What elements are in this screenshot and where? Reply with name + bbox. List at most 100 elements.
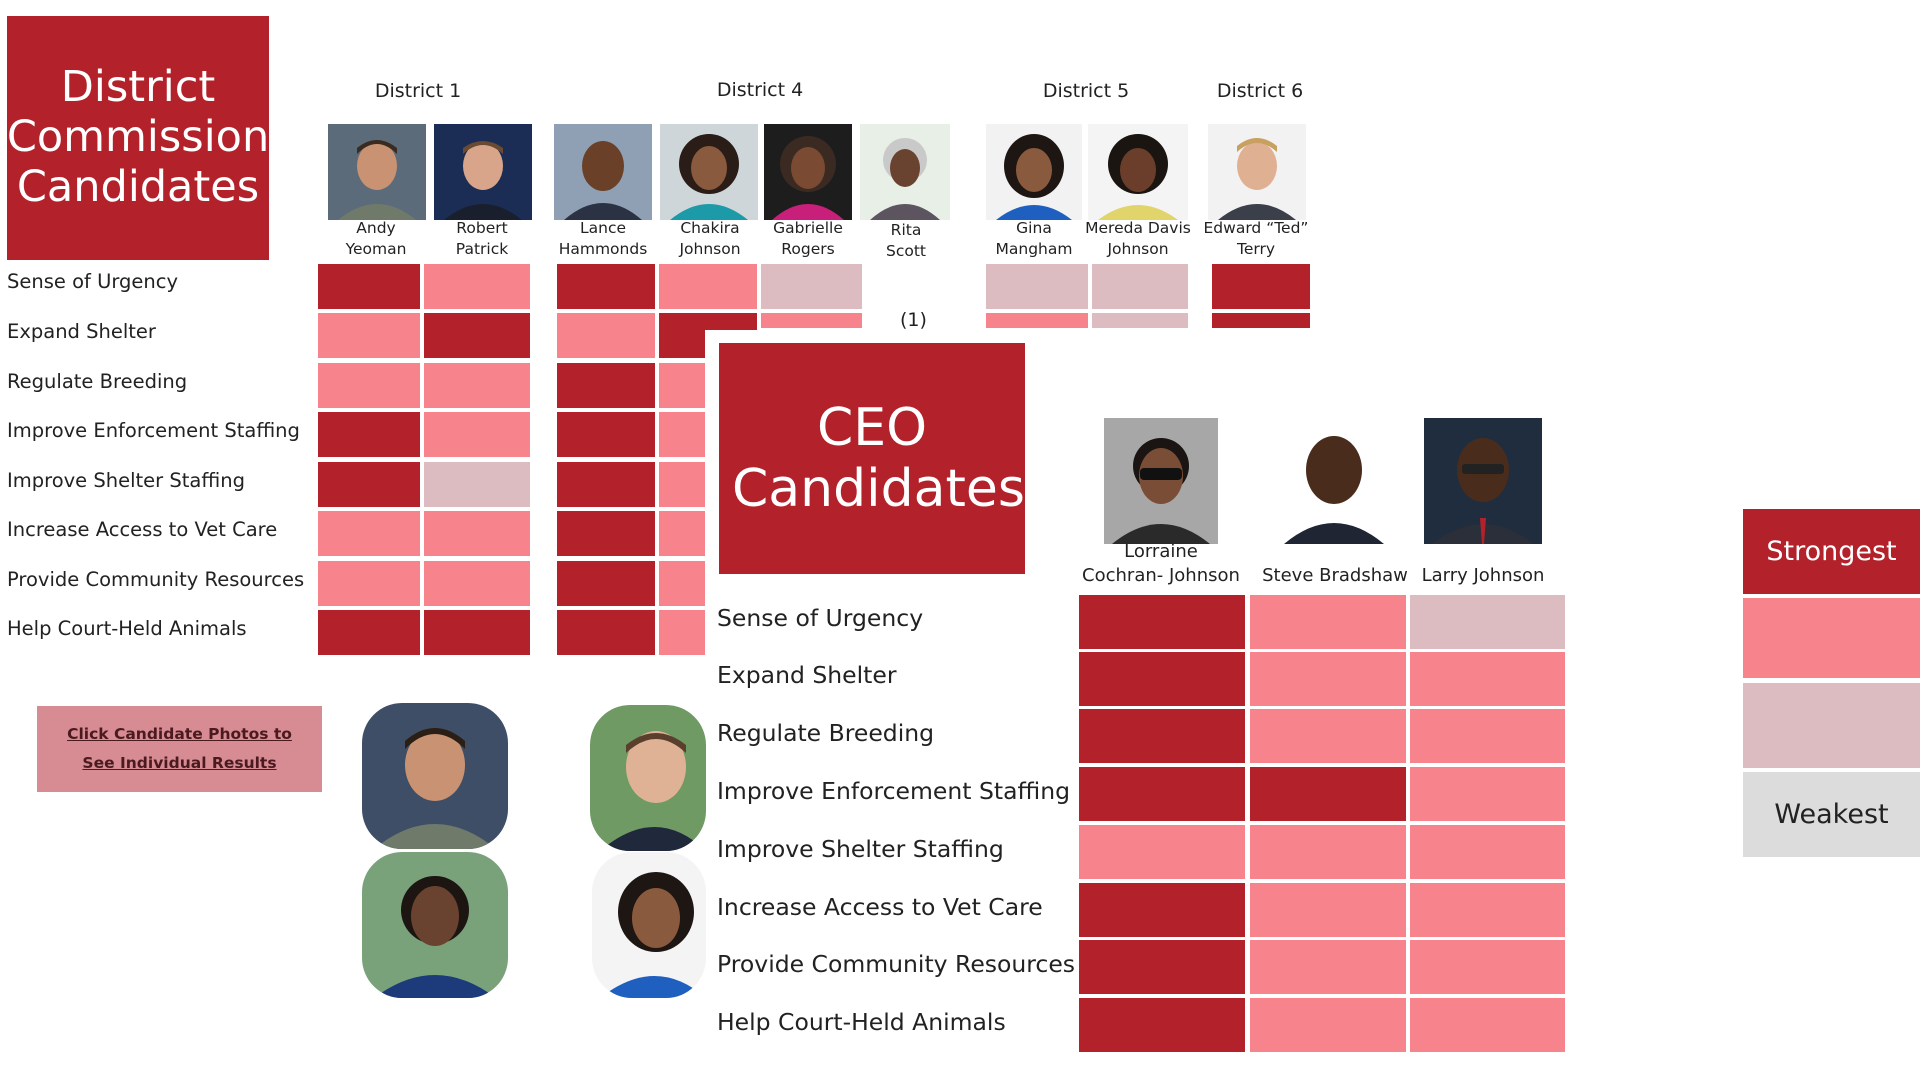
candidate-photo-tile-andy-yeoman[interactable] [362,703,508,849]
district-rating-cell [424,363,530,408]
candidate-photo-tile-lorraine-cochran-johnson[interactable] [362,852,508,998]
legend-weakest: Weakest [1743,772,1920,857]
candidate-photo-robert-patrick[interactable] [434,124,532,220]
district-rating-cell [557,610,655,655]
district-row-label: Sense of Urgency [7,270,179,293]
district-rating-cell [318,462,420,507]
candidate-photo-edward-terry[interactable] [1208,124,1306,220]
ceo-photo-lorraine-cochran-johnson[interactable] [1104,418,1218,544]
district-row-label: Help Court-Held Animals [7,617,247,640]
district-rating-cell [424,412,530,457]
district-5-label: District 5 [1042,80,1130,102]
district-rating-cell [659,264,757,309]
district-rating-cell [557,511,655,556]
district-rating-cell [1092,313,1188,328]
district-rating-cell [424,313,530,358]
district-row-label: Expand Shelter [7,320,156,343]
district-rating-cell [318,610,420,655]
district-rating-cell [557,561,655,606]
ceo-row-label: Sense of Urgency [717,604,924,632]
candidate-photo-mereda-davis-johnson[interactable] [1088,124,1188,220]
ceo-rating-cell [1079,998,1245,1052]
ceo-rating-cell [1079,709,1245,763]
district-rating-cell [318,412,420,457]
district-rating-cell [986,264,1088,309]
legend-strongest-label: Strongest [1766,536,1897,567]
candidate-photo-rita-scott[interactable] [860,124,950,220]
ceo-rating-cell [1250,825,1406,879]
ceo-rating-cell [1410,595,1565,649]
district-rating-cell [318,561,420,606]
district-rating-cell [1212,264,1310,309]
ceo-rating-cell [1410,709,1565,763]
view-results-button-label: Click Candidate Photos to See Individual… [67,725,292,772]
ceo-rating-cell [1079,883,1245,937]
candidate-caption: Mereda Davis Johnson [1085,219,1191,258]
district-title: District Commission Candidates [6,62,270,212]
district-row-label: Improve Shelter Staffing [7,469,245,492]
district-rating-cell [557,363,655,408]
district-rating-cell [1092,264,1188,309]
ceo-rating-cell [1079,652,1245,706]
ceo-rating-cell [1410,652,1565,706]
district-rating-cell [424,462,530,507]
district-rating-cell [318,264,420,309]
candidate-caption: Edward “Ted” Terry [1203,219,1309,258]
legend-strongest: Strongest [1743,509,1920,594]
candidate-photo-chakira-johnson[interactable] [660,124,758,220]
district-rating-cell [986,313,1088,328]
ceo-rating-cell [1079,825,1245,879]
district-row-label: Regulate Breeding [7,370,188,393]
ceo-row-label: Regulate Breeding [717,719,935,747]
district-rating-cell [424,610,530,655]
district-rating-cell [318,313,420,358]
candidate-photo-tile-gina-mangham[interactable] [592,852,706,998]
ceo-photo-larry-johnson[interactable] [1424,418,1542,544]
district-row-label: Increase Access to Vet Care [7,518,278,541]
candidate-caption: Gabrielle Rogers [773,219,843,258]
ceo-rating-cell [1410,767,1565,821]
legend-weak [1743,683,1920,768]
ceo-caption: Steve Bradshaw [1262,565,1408,586]
ceo-rating-cell [1250,709,1406,763]
candidate-caption: Chakira Johnson [679,219,741,258]
ceo-rating-cell [1079,767,1245,821]
ceo-rating-cell [1079,595,1245,649]
district-row-label: Improve Enforcement Staffing [7,419,300,442]
candidate-photo-lance-hammonds[interactable] [554,124,652,220]
ceo-row-label: Help Court-Held Animals [717,1008,1006,1036]
candidate-photo-andy-yeoman[interactable] [328,124,426,220]
ceo-caption: Larry Johnson [1421,565,1545,586]
district-1-label: District 1 [374,80,462,102]
ceo-row-label: Increase Access to Vet Care [717,893,1043,921]
ceo-row-label: Expand Shelter [717,661,897,689]
candidate-caption: Gina Mangham [995,219,1073,258]
district-rating-cell [557,462,655,507]
ceo-caption: Lorraine Cochran- Johnson [1082,541,1240,586]
ceo-rating-cell [1410,998,1565,1052]
ceo-rating-cell [1250,940,1406,994]
district-rating-cell [557,412,655,457]
ceo-rating-cell [1250,767,1406,821]
ceo-row-label: Provide Community Resources [717,950,1076,978]
district-rating-cell [557,313,655,358]
candidate-photo-gabrielle-rogers[interactable] [764,124,852,220]
ceo-title-box: CEO Candidates [719,343,1025,574]
ceo-rating-cell [1410,883,1565,937]
view-individual-results-button[interactable]: Click Candidate Photos to See Individual… [37,706,322,792]
district-rating-cell [761,264,862,309]
page-marker: (1) [900,309,927,331]
district-title-box: District Commission Candidates [7,16,269,260]
district-rating-cell [318,511,420,556]
legend-strong [1743,598,1920,678]
ceo-photo-steve-bradshaw[interactable] [1276,418,1392,544]
district-rating-cell [761,313,862,328]
candidate-photo-tile-robert-patrick[interactable] [590,705,706,851]
district-rating-cell [318,363,420,408]
district-rating-cell [424,561,530,606]
district-6-label: District 6 [1216,80,1304,102]
ceo-rating-cell [1250,998,1406,1052]
district-4-label: District 4 [716,79,804,101]
candidate-photo-gina-mangham[interactable] [986,124,1082,220]
candidate-caption: Rita Scott [886,221,926,260]
